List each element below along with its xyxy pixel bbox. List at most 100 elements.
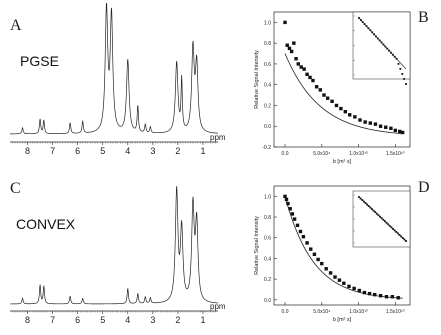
inset-point [361,199,364,201]
panel-letter-d: D [418,179,430,196]
inset-point [386,47,389,50]
inset-point [390,226,393,229]
ppm-axis-label: ppm [210,302,226,311]
inset-point [395,57,398,60]
data-point [337,278,342,282]
data-point [384,125,388,129]
inset-point [379,215,381,218]
plot-frame [273,11,411,148]
y-tick-label: 1.0 [264,20,271,26]
data-point [283,20,287,25]
ppm-tick-label: 7 [50,315,55,325]
data-point [373,122,378,126]
data-point [314,85,319,89]
data-point [299,65,303,69]
ppm-tick-label: 5 [100,146,105,156]
data-point [312,252,317,256]
data-point [288,207,292,211]
inset-point [358,17,360,19]
y-tick-label: 0.8 [264,215,271,221]
y-tick-label: -0.2 [262,145,271,151]
ppm-tick-label: 4 [125,315,130,325]
data-point [316,257,320,262]
inset-point [391,53,394,56]
data-point [301,235,306,239]
data-point [296,62,300,66]
ppm-tick-label: 5 [100,315,105,325]
x-tick-label: 1.0x10¹⁰ [349,151,368,157]
data-point [295,223,300,228]
ppm-tick-label: 1 [200,146,205,156]
x-tick-label: 1.5x10¹⁰ [386,151,405,157]
x-axis-label: b [m² s] [333,317,352,323]
data-point [302,67,306,71]
inset-point [380,217,383,220]
data-point [324,267,328,271]
data-point [318,88,323,92]
method-label-convex: CONVEX [16,216,76,232]
inset-point [387,223,390,226]
data-point [373,292,377,297]
data-point [325,96,330,100]
data-point [333,275,337,279]
data-point [347,284,351,289]
fit-curve [284,196,403,299]
data-point [287,46,292,51]
y-tick-label: 0.8 [264,41,271,47]
data-point [328,271,333,275]
inset-point [375,35,377,38]
y-tick-label: 0.6 [264,62,271,68]
data-point [285,43,289,47]
inset-point [405,83,407,85]
data-point [305,72,309,77]
x-tick-label: 0.0 [282,151,289,157]
inset-point [371,208,373,211]
data-point [320,261,324,266]
data-point [400,130,405,135]
inset-point [405,240,407,242]
data-point [289,49,294,54]
inset-frame [352,11,411,80]
inset-point [369,206,372,209]
y-tick-label: 0.2 [264,277,271,283]
inset-point [364,202,367,204]
data-point [348,113,352,117]
inset-point [397,62,400,65]
inset-point [374,211,377,214]
y-tick-label: 0.0 [264,298,271,304]
ppm-tick-label: 2 [175,146,180,156]
inset-point [363,23,366,26]
ppm-tick-label: 8 [25,146,30,156]
inset-point [388,224,391,227]
y-axis-label: Relative Signal Intensity [254,50,260,109]
x-tick-label: 1.0x10¹⁰ [349,309,368,315]
inset-point [395,230,398,233]
inset-point [401,73,404,75]
inset-point [390,51,392,54]
data-point [292,41,296,45]
x-axis-label: b [m² s] [333,159,352,165]
data-point [334,103,339,108]
data-point [330,99,334,104]
inset-point [366,203,369,206]
ppm-tick-label: 8 [25,315,30,325]
inset-point [378,39,381,42]
data-point [358,118,362,122]
data-point [311,78,315,83]
ppm-tick-label: 7 [50,146,55,156]
panel-letter-b: B [418,9,429,26]
data-point [393,128,397,133]
data-point [342,281,346,285]
data-point [290,212,295,216]
inset-point [367,205,370,208]
inset-point [400,235,403,238]
data-point [357,288,361,293]
data-point [298,229,303,234]
ppm-tick-label: 6 [75,315,80,325]
ppm-tick-label: 1 [200,315,205,325]
data-point [308,75,312,80]
fit-curve [284,53,403,135]
x-tick-label: 5.0x10⁹ [313,151,330,157]
spectrum-trace [10,185,219,305]
